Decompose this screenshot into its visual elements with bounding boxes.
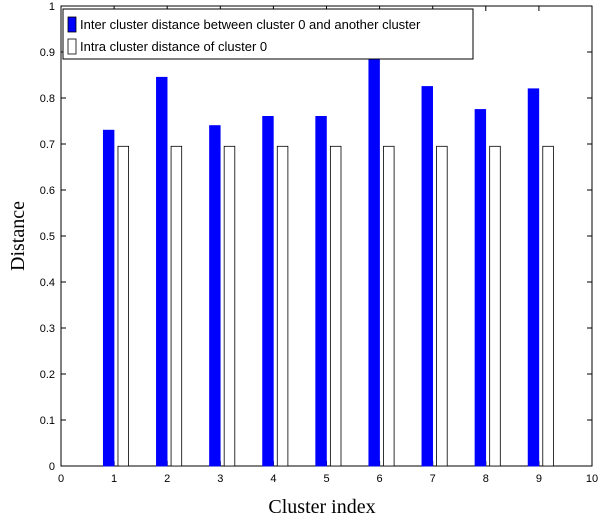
bar-intra-cluster-3 — [223, 145, 236, 467]
bar-inter-cluster-5 — [315, 116, 327, 467]
x-tick-label: 2 — [164, 473, 170, 485]
y-tick-label: 0.1 — [40, 415, 55, 427]
y-tick-label: 0.9 — [40, 47, 55, 59]
bar-intra-cluster-8 — [489, 145, 501, 467]
bar-intra-cluster-4 — [276, 145, 289, 467]
bar-intra-cluster-6 — [383, 145, 395, 467]
legend: Inter cluster distance between cluster 0… — [62, 8, 474, 60]
bar-inter-cluster-6 — [368, 58, 380, 467]
x-tick-label: 5 — [323, 473, 329, 485]
x-tick-label: 1 — [111, 473, 117, 485]
x-tick-label: 3 — [217, 473, 223, 485]
y-tick-label: 0.6 — [40, 185, 55, 197]
y-axis-title: Distance — [7, 201, 29, 271]
legend-swatch-intra — [67, 38, 77, 55]
x-tick-label: 0 — [58, 473, 64, 485]
x-tick-label: 4 — [270, 473, 276, 485]
bar-inter-cluster-1 — [102, 129, 115, 467]
y-tick-label: 0.3 — [40, 323, 55, 335]
bar-inter-cluster-8 — [474, 109, 487, 467]
legend-box — [62, 8, 474, 60]
y-axis-ticks: 0 0.1 0.2 0.3 0.4 0.5 0.6 0.7 0.8 0.9 1 — [40, 1, 592, 473]
bar-intra-cluster-5 — [329, 145, 342, 467]
y-tick-label: 1 — [49, 1, 55, 13]
legend-swatch-inter — [67, 16, 77, 33]
bar-inter-cluster-3 — [209, 125, 221, 467]
x-tick-label: 6 — [377, 473, 383, 485]
bar-inter-cluster-7 — [421, 86, 433, 467]
bars — [102, 58, 554, 467]
bar-intra-cluster-1 — [117, 145, 129, 467]
bar-intra-cluster-7 — [436, 145, 448, 467]
y-tick-label: 0.2 — [40, 369, 55, 381]
x-axis-title: Cluster index — [268, 496, 375, 518]
y-tick-label: 0.8 — [40, 93, 55, 105]
x-tick-label: 8 — [483, 473, 489, 485]
bar-inter-cluster-9 — [527, 88, 540, 467]
bar-intra-cluster-2 — [170, 145, 183, 467]
y-tick-label: 0.4 — [40, 277, 55, 289]
y-tick-label: 0.7 — [40, 139, 55, 151]
x-tick-label: 10 — [586, 473, 598, 485]
x-tick-label: 7 — [430, 473, 436, 485]
x-tick-label: 9 — [536, 473, 542, 485]
y-tick-label: 0 — [49, 461, 55, 473]
y-tick-label: 0.5 — [40, 231, 55, 243]
bar-inter-cluster-2 — [156, 76, 168, 467]
bar-intra-cluster-9 — [542, 145, 554, 467]
legend-label-inter: Inter cluster distance between cluster 0… — [80, 17, 421, 32]
bar-inter-cluster-4 — [262, 116, 274, 467]
legend-label-intra: Intra cluster distance of cluster 0 — [80, 39, 267, 54]
